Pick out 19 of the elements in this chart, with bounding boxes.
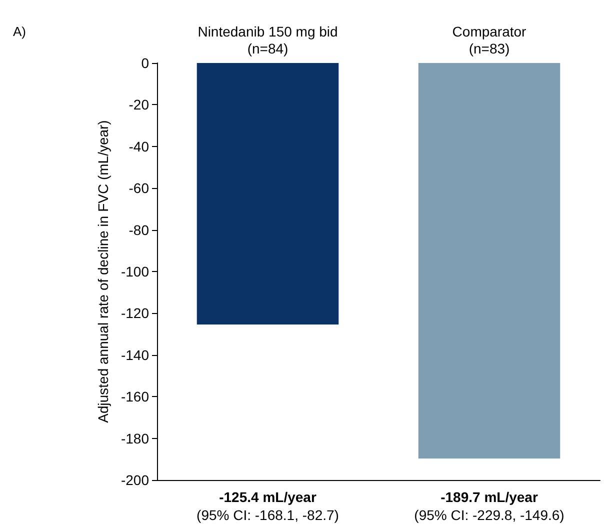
text: A) <box>13 24 26 39</box>
text: -189.7 mL/year <box>440 489 538 505</box>
text: -125.4 mL/year <box>219 489 316 505</box>
y-tick-label: -120 <box>120 305 150 322</box>
y-tick-label: 0 <box>141 55 150 71</box>
y-tick-label: -100 <box>120 264 150 280</box>
text: (95% CI: -168.1, -82.7) <box>196 507 339 523</box>
x-tick-label: Comparator (n=83) <box>452 24 527 56</box>
y-tick-label: -80 <box>128 222 150 238</box>
y-tick-label: -140 <box>120 346 150 363</box>
y-tick-label: -160 <box>120 388 150 405</box>
text: (95% CI: -229.8, -149.6) <box>414 507 564 523</box>
y-tick-label: -180 <box>120 430 150 446</box>
x-tick-label: Nintedanib 150 mg bid (n=84) <box>198 24 338 56</box>
y-tick-label: -200 <box>120 472 150 488</box>
y-tick-label: -40 <box>128 138 150 154</box>
y-tick-label: -20 <box>128 96 150 113</box>
y-tick-label: -60 <box>128 180 150 196</box>
y-axis-title: Adjusted annual rate of decline in FVC (mL/year) <box>95 120 112 423</box>
